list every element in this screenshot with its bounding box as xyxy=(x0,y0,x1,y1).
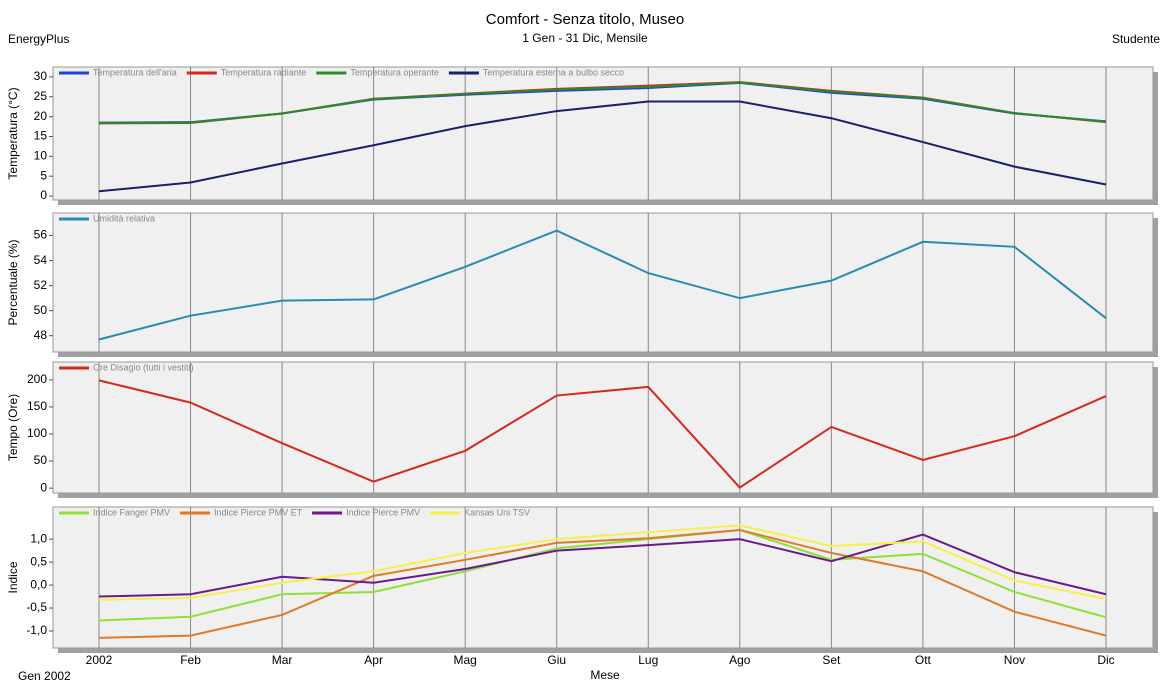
y-tick-label: 5 xyxy=(40,168,47,182)
y-axis-label: Tempo (Ore) xyxy=(6,394,20,461)
series-line xyxy=(98,229,1107,341)
x-tick-label: Ott xyxy=(915,653,932,667)
x-tick-label: 2002 xyxy=(86,653,113,667)
x-tick-label: Mag xyxy=(454,653,477,667)
series-line xyxy=(98,100,1107,193)
series-line xyxy=(98,81,1107,124)
series-line xyxy=(98,528,1107,639)
y-tick-label: 0,5 xyxy=(30,554,47,568)
y-tick-label: 30 xyxy=(34,69,48,83)
x-tick-label: Dic xyxy=(1097,653,1114,667)
panel xyxy=(52,361,1154,494)
footer-left: Gen 2002 xyxy=(18,669,71,683)
x-tick-label: Lug xyxy=(638,653,658,667)
y-tick-label: 0,0 xyxy=(30,577,47,591)
panel xyxy=(52,506,1154,649)
y-tick-label: 50 xyxy=(34,303,48,317)
legend-label: Indice Pierce PMV ET xyxy=(214,507,303,517)
y-axis-label: Percentuale (%) xyxy=(6,239,20,325)
y-tick-label: 50 xyxy=(34,453,48,467)
x-tick-label: Set xyxy=(822,653,841,667)
header-right: Studente xyxy=(1112,32,1160,46)
x-tick-label: Apr xyxy=(364,653,383,667)
y-tick-label: 52 xyxy=(34,278,48,292)
y-tick-label: 200 xyxy=(27,372,47,386)
x-tick-label: Ago xyxy=(729,653,751,667)
y-axis-label: Temperatura (°C) xyxy=(6,87,20,179)
y-tick-label: -1,0 xyxy=(26,623,47,637)
legend-label: Umidità relativa xyxy=(93,213,155,223)
legend-label: Indice Fanger PMV xyxy=(93,507,170,517)
x-tick-label: Feb xyxy=(180,653,201,667)
legend-label: Kansas Uni TSV xyxy=(464,507,530,517)
chart-subtitle: 1 Gen - 31 Dic, Mensile xyxy=(522,31,648,45)
series-line xyxy=(98,533,1107,598)
series-line xyxy=(98,524,1107,601)
y-tick-label: 25 xyxy=(34,89,48,103)
header-left: EnergyPlus xyxy=(8,32,69,46)
y-tick-label: 20 xyxy=(34,109,48,123)
series-line xyxy=(98,379,1107,489)
legend-label: Temperatura operante xyxy=(350,67,439,77)
y-tick-label: 15 xyxy=(34,129,48,143)
series-line xyxy=(98,528,1107,622)
x-axis-label: Mese xyxy=(590,668,620,682)
legend-label: Indice Pierce PMV xyxy=(346,507,420,517)
y-axis-label: Indice xyxy=(6,561,20,593)
y-tick-label: 54 xyxy=(34,253,48,267)
y-tick-label: 100 xyxy=(27,426,47,440)
y-tick-label: 0 xyxy=(40,188,47,202)
x-tick-label: Mar xyxy=(272,653,293,667)
y-tick-label: 56 xyxy=(34,228,48,242)
legend-label: Temperatura radiante xyxy=(221,67,307,77)
y-tick-label: 150 xyxy=(27,399,47,413)
y-tick-label: 48 xyxy=(34,328,48,342)
chart-title: Comfort - Senza titolo, Museo xyxy=(486,11,684,28)
y-tick-label: 0 xyxy=(40,480,47,494)
legend-label: Ore Disagio (tutti i vestiti) xyxy=(93,362,194,372)
x-tick-label: Giu xyxy=(547,653,566,667)
legend-label: Temperatura esterna a bulbo secco xyxy=(483,67,624,77)
legend-label: Temperatura dell'aria xyxy=(93,67,177,77)
y-tick-label: 10 xyxy=(34,149,48,163)
y-tick-label: 1,0 xyxy=(30,531,47,545)
y-tick-label: -0,5 xyxy=(26,600,47,614)
panel xyxy=(52,212,1154,353)
x-tick-label: Nov xyxy=(1004,653,1025,667)
